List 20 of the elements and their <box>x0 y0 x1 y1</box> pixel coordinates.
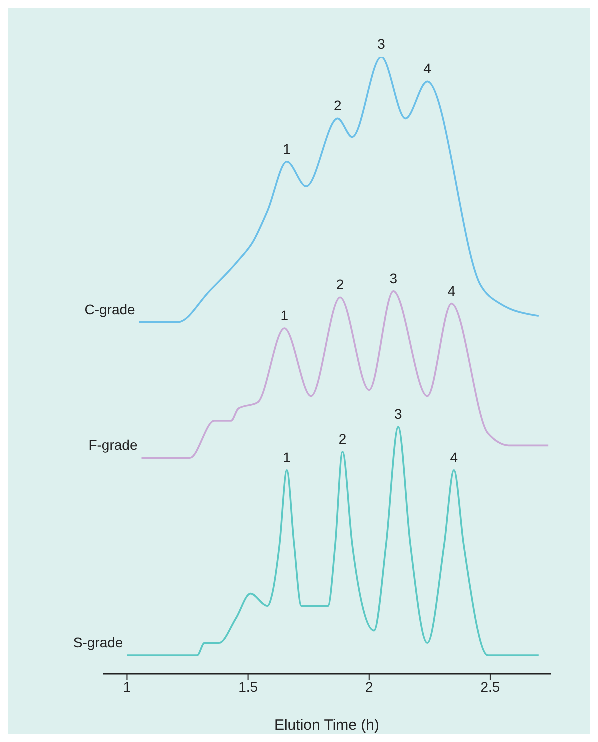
annotation: 1 <box>283 449 292 466</box>
x-axis-title: Elution Time (h) <box>274 717 380 734</box>
annotation: 3 <box>390 270 398 286</box>
series-label: C-grade <box>84 301 136 318</box>
x-tick-label: 2 <box>365 678 374 695</box>
annotation: 3 <box>378 36 386 52</box>
annotation: 2 <box>336 276 344 293</box>
annotation: 4 <box>424 60 432 77</box>
x-tick-label: 2.5 <box>480 678 500 695</box>
series-label: F-grade <box>88 437 138 454</box>
x-tick-label: 1 <box>123 678 132 695</box>
annotation: 1 <box>280 307 289 324</box>
annotation: 1 <box>283 140 292 157</box>
annotation: 4 <box>450 449 458 466</box>
annotation: 4 <box>448 282 456 299</box>
x-tick-label: 1.5 <box>238 678 258 695</box>
annotation: 3 <box>394 406 403 422</box>
series-label: S-grade <box>73 634 124 650</box>
annotation: 2 <box>338 430 347 447</box>
annotation: 2 <box>334 98 342 114</box>
